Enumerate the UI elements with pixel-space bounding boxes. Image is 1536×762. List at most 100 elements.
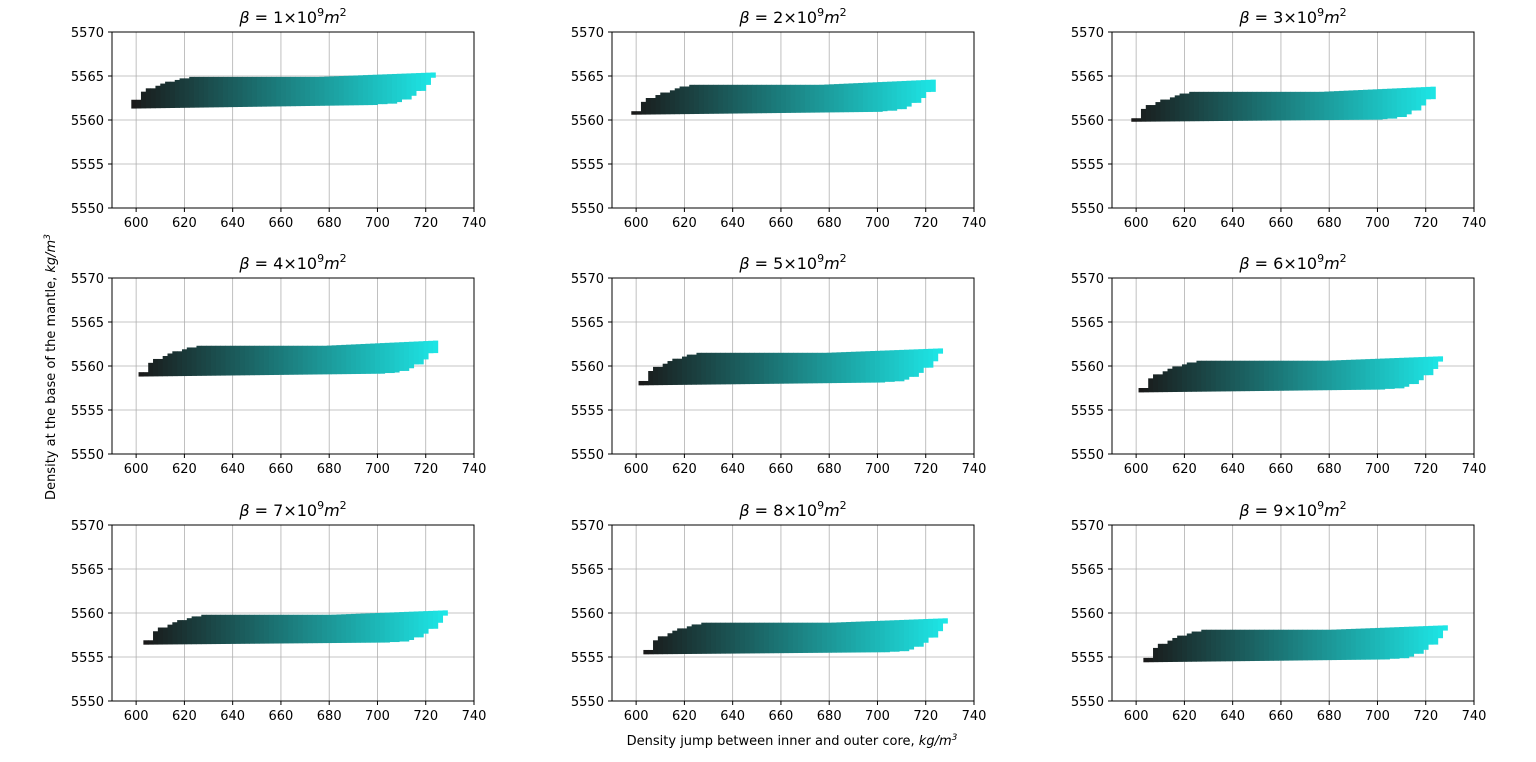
heatmap-cell (157, 358, 164, 377)
heatmap-cell (1273, 360, 1279, 391)
heatmap-cell (297, 345, 304, 375)
heatmap-cell (367, 74, 374, 106)
panel-title-part: ×10 (783, 8, 817, 27)
heatmap-cell (879, 620, 886, 653)
heatmap-cell (140, 91, 147, 109)
heatmap-cell (725, 352, 731, 385)
heatmap-cell (358, 75, 364, 106)
heatmap-cell (377, 74, 383, 105)
heatmap-cell (1297, 629, 1304, 661)
heatmap-cell (1358, 90, 1364, 120)
heatmap-cell (889, 350, 895, 382)
heatmap-cell (1157, 374, 1164, 393)
heatmap-cell (930, 79, 936, 92)
heatmap-cell (307, 345, 313, 375)
heatmap-cell (1425, 86, 1431, 100)
x-tick-label: 660 (769, 216, 794, 231)
heatmap-cell (1370, 358, 1376, 390)
x-tick-label: 680 (1317, 709, 1342, 724)
y-tick-label: 5555 (1071, 404, 1104, 419)
heatmap-cell (172, 351, 178, 377)
heatmap-cell (1365, 628, 1371, 660)
heatmap-cell (754, 352, 760, 384)
heatmap-cell (1203, 91, 1209, 122)
heatmap-cell (877, 82, 883, 112)
heatmap-cell (227, 76, 234, 108)
heatmap-cell (239, 345, 246, 376)
heatmap-cell (300, 76, 306, 107)
heatmap-cell (1370, 628, 1376, 660)
heatmap-cell (1348, 90, 1354, 120)
heatmap-cell (1336, 629, 1342, 661)
heatmap-cell (1208, 91, 1214, 122)
heatmap-cell (1428, 356, 1434, 376)
panel-title-part: 2 (340, 6, 347, 19)
heatmap-cell (326, 614, 333, 644)
heatmap-cell (181, 620, 188, 645)
heatmap-cell (848, 83, 854, 113)
heatmap-cell (718, 84, 724, 114)
heatmap-cell (1353, 90, 1359, 120)
heatmap-cell (701, 352, 707, 385)
heatmap-cell (1432, 356, 1439, 369)
heatmap-cell (790, 84, 796, 113)
heatmap-cell (401, 73, 407, 100)
heatmap-cell (694, 84, 700, 114)
heatmap-cell (1177, 366, 1183, 392)
heatmap-cell (172, 622, 178, 645)
y-tick-label: 5570 (571, 519, 604, 534)
y-tick-label: 5565 (71, 316, 104, 331)
heatmap-cell (1261, 91, 1267, 121)
heatmap-cell (372, 74, 378, 106)
heatmap-cell (1196, 631, 1202, 662)
heatmap-cell (686, 354, 693, 385)
x-tick-label: 700 (365, 462, 390, 477)
heatmap-cell (735, 352, 741, 385)
heatmap-cell (776, 84, 782, 114)
heatmap-cell (1264, 629, 1270, 661)
heatmap-cell (317, 614, 323, 644)
y-tick-label: 5550 (571, 695, 604, 710)
x-tick-label: 740 (1462, 709, 1487, 724)
heatmap-cell (355, 613, 361, 643)
heatmap-cell (723, 84, 729, 114)
heatmap-cell (894, 350, 900, 382)
heatmap-cell (1223, 91, 1229, 121)
heatmap-cell (1360, 628, 1366, 660)
heatmap-cell (761, 84, 767, 114)
heatmap-cell (1143, 388, 1149, 393)
heatmap-cell (1375, 627, 1381, 660)
heatmap-cell (293, 345, 299, 375)
heatmap-cell (1401, 88, 1407, 118)
heatmap-cell (1227, 91, 1234, 121)
heatmap-cell (406, 73, 412, 100)
heatmap-cell (404, 611, 410, 642)
y-tick-label: 5555 (71, 651, 104, 666)
heatmap-cell (321, 614, 328, 644)
x-tick-label: 700 (865, 709, 890, 724)
heatmap-cell (362, 75, 369, 106)
heatmap-cell (710, 622, 717, 654)
heatmap-cell (1399, 627, 1405, 659)
heatmap-cell (174, 79, 180, 108)
heatmap-cell (812, 352, 818, 384)
heatmap-cell (1413, 357, 1419, 385)
x-tick-label: 660 (769, 462, 794, 477)
x-tick-label: 600 (624, 462, 649, 477)
y-tick-label: 5560 (571, 114, 604, 129)
heatmap-cell (136, 99, 142, 109)
heatmap-cell (206, 614, 212, 645)
heatmap-cell (379, 612, 386, 643)
heatmap-cell (319, 76, 325, 106)
panel-title: β = 2×109m2 (738, 6, 846, 27)
heatmap-cell (800, 84, 806, 113)
x-tick-label: 700 (865, 462, 890, 477)
heatmap-cell (657, 636, 664, 655)
heatmap-cell (399, 342, 405, 371)
heatmap-cell (1396, 88, 1402, 118)
heatmap-cell (215, 345, 221, 376)
heatmap-cell (148, 640, 154, 645)
heatmap-cell (181, 349, 188, 377)
heatmap-cell (677, 358, 683, 385)
heatmap-cell (239, 614, 246, 644)
